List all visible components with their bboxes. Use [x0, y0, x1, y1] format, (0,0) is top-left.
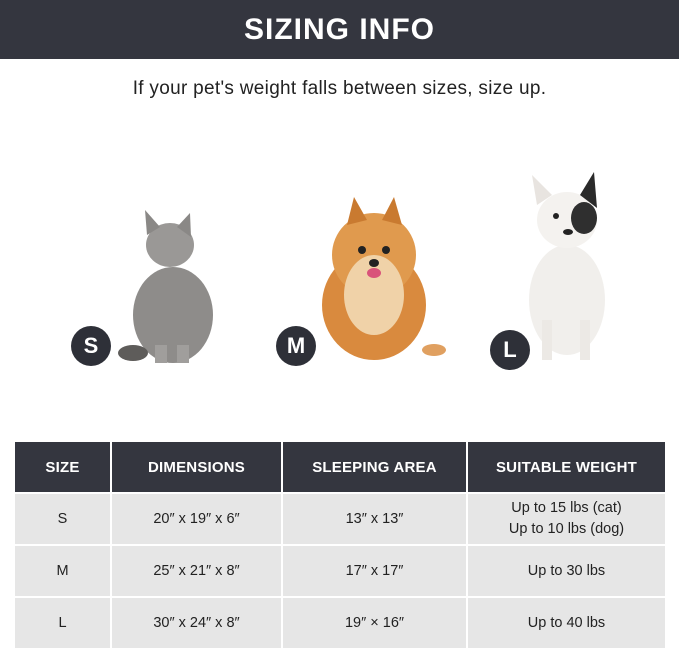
french-bulldog-image: [529, 172, 605, 360]
cell-weight: Up to 40 lbs: [468, 598, 665, 648]
cell-dimensions: 30″ x 24″ x 8″: [112, 598, 281, 648]
weight-line: Up to 10 lbs (dog): [508, 521, 625, 537]
header-sleeping-area: SLEEPING AREA: [283, 442, 466, 492]
table-row: L 30″ x 24″ x 8″ 19″ × 16″ Up to 40 lbs: [15, 598, 665, 648]
cell-weight: Up to 15 lbs (cat) Up to 10 lbs (dog): [468, 494, 665, 544]
cell-weight: Up to 30 lbs: [468, 546, 665, 596]
size-badge-m: M: [276, 326, 316, 366]
table-row: S 20″ x 19″ x 6″ 13″ x 13″ Up to 15 lbs …: [15, 494, 665, 544]
cell-dimensions: 25″ x 21″ x 8″: [112, 546, 281, 596]
header-dimensions: DIMENSIONS: [112, 442, 281, 492]
pomeranian-image: [322, 197, 446, 360]
weight-line: Up to 15 lbs (cat): [511, 500, 622, 516]
cell-size: M: [15, 546, 110, 596]
size-badge-s: S: [71, 326, 111, 366]
size-badge-l: L: [490, 330, 530, 370]
table-header-row: SIZE DIMENSIONS SLEEPING AREA SUITABLE W…: [15, 442, 665, 492]
cell-sleeping-area: 13″ x 13″: [283, 494, 466, 544]
header-size: SIZE: [15, 442, 110, 492]
cat-image: [118, 210, 213, 363]
sizing-table: SIZE DIMENSIONS SLEEPING AREA SUITABLE W…: [13, 440, 667, 650]
cell-size: S: [15, 494, 110, 544]
cell-dimensions: 20″ x 19″ x 6″: [112, 494, 281, 544]
header-suitable-weight: SUITABLE WEIGHT: [468, 442, 665, 492]
cell-sleeping-area: 19″ × 16″: [283, 598, 466, 648]
table-row: M 25″ x 21″ x 8″ 17″ x 17″ Up to 30 lbs: [15, 546, 665, 596]
cell-sleeping-area: 17″ x 17″: [283, 546, 466, 596]
sizing-banner: SIZING INFO: [0, 0, 679, 59]
cell-size: L: [15, 598, 110, 648]
sizing-subtitle: If your pet's weight falls between sizes…: [132, 78, 547, 99]
banner-title: SIZING INFO: [244, 12, 435, 46]
